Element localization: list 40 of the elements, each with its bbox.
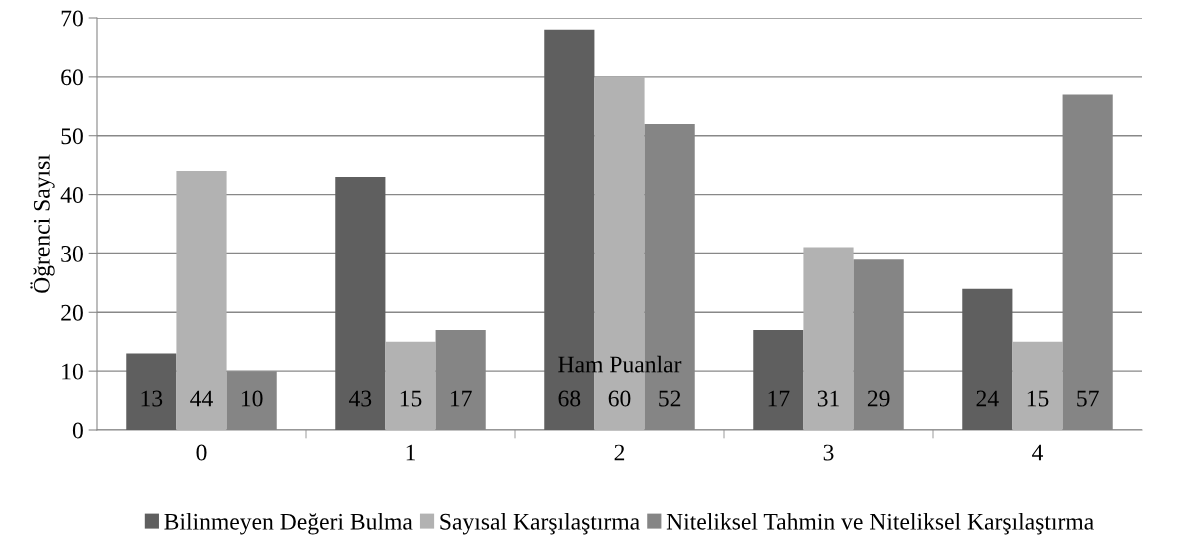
data-label: 60 (608, 390, 631, 407)
data-label: 17 (768, 390, 790, 407)
y-tick-label: 50 (61, 128, 83, 145)
data-label: 44 (190, 390, 213, 407)
data-label: 43 (349, 390, 372, 407)
bar (753, 329, 804, 430)
y-tick-label: 70 (61, 10, 83, 27)
legend-label: Bilinmeyen Değeri Bulma (164, 513, 413, 535)
y-tick-label: 40 (60, 187, 83, 203)
data-label: 29 (867, 390, 890, 407)
x-tick-label: 0 (196, 444, 207, 461)
data-label: 17 (450, 390, 472, 407)
data-label: 31 (817, 390, 839, 407)
data-label: 24 (976, 390, 999, 407)
y-axis-title: Öğrenci Sayısı (30, 154, 55, 293)
data-label: 52 (659, 390, 681, 407)
x-tick-label: 2 (614, 444, 625, 461)
data-label: 13 (141, 390, 163, 407)
data-label: 57 (1077, 390, 1099, 407)
bar (176, 171, 227, 430)
legend-label: Sayısal Karşılaştırma (440, 513, 640, 535)
bar (335, 176, 386, 430)
data-label: 68 (558, 390, 581, 407)
bar (1012, 341, 1063, 430)
legend-label: Niteliksel Tahmin ve Niteliksel Karşılaştırma (666, 513, 1094, 535)
y-tick-label: 60 (61, 69, 83, 86)
x-tick-label: 4 (1032, 444, 1044, 461)
x-tick-label: 1 (406, 444, 415, 461)
bar (803, 247, 854, 430)
bar (385, 341, 436, 430)
y-tick-label: 10 (62, 363, 83, 380)
y-tick-label: 0 (72, 422, 83, 439)
data-label: 15 (400, 390, 422, 407)
bar (126, 353, 177, 430)
data-label: 10 (241, 390, 263, 407)
data-label: 15 (1027, 390, 1049, 407)
bar (962, 288, 1013, 430)
y-tick-label: 20 (61, 304, 83, 321)
x-tick-label: 3 (823, 444, 834, 461)
y-tick-label: 30 (61, 245, 83, 262)
